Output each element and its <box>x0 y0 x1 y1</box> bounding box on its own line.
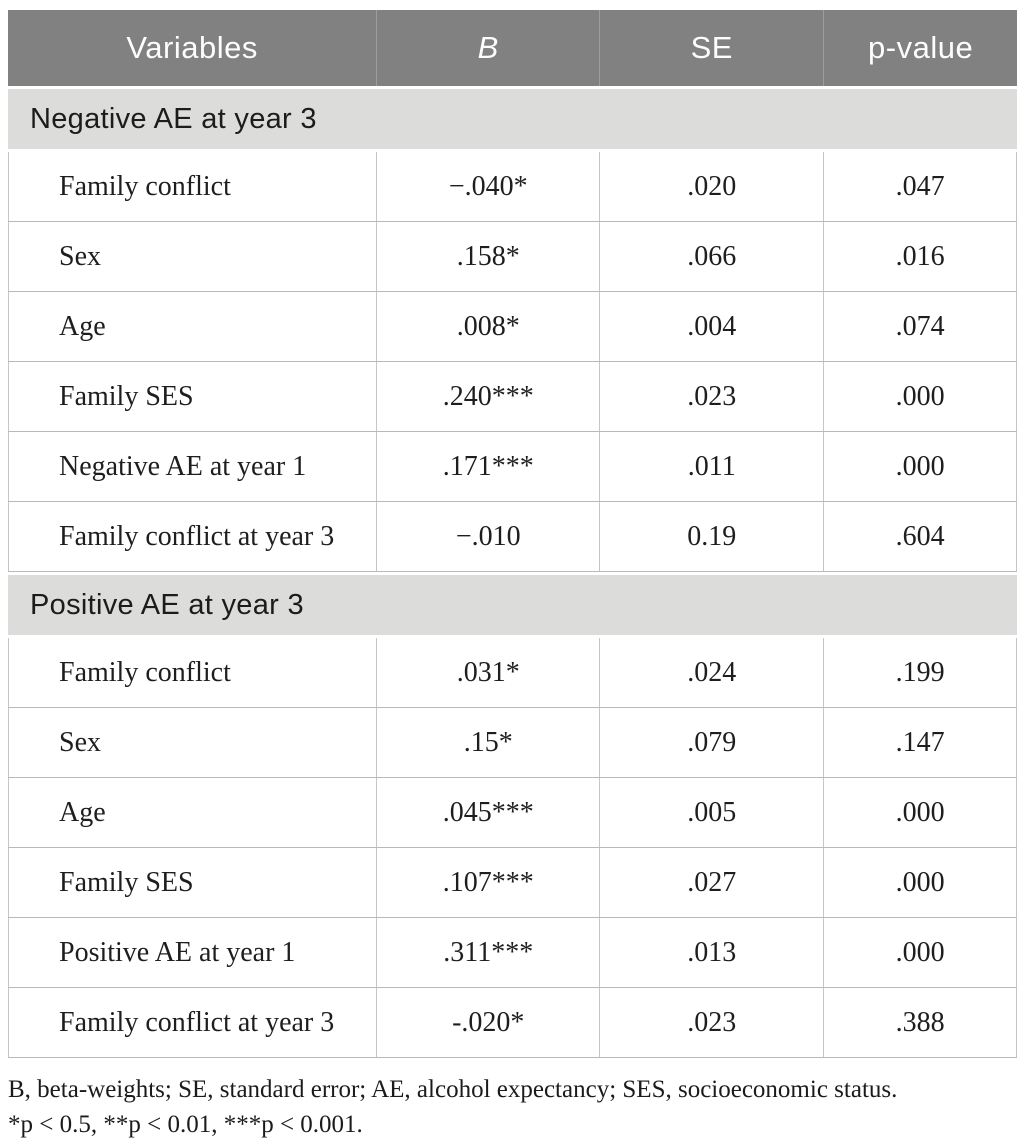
table-rows: Negative AE at year 3 Family conflict −.04… <box>8 89 1017 1058</box>
cell-se-value: .024 <box>599 638 823 707</box>
footnote-abbreviations: B, beta-weights; SE, standard error; AE,… <box>8 1076 898 1103</box>
cell-se-value: .023 <box>599 988 823 1057</box>
cell-variable: Sex <box>8 222 376 291</box>
cell-b-value: .240*** <box>376 362 599 431</box>
cell-b-value: −.010 <box>376 502 599 571</box>
cell-variable: Family conflict <box>8 638 376 707</box>
cell-variable: Negative AE at year 1 <box>8 432 376 501</box>
table-header-row: Variables B SE p-value <box>8 10 1017 86</box>
section-title: Negative AE at year 3 <box>30 102 317 135</box>
cell-variable: Sex <box>8 708 376 777</box>
cell-variable: Age <box>8 778 376 847</box>
cell-se-value: .013 <box>599 918 823 987</box>
cell-b-value: .045*** <box>376 778 599 847</box>
statistics-table: Variables B SE p-value Negative AE at ye… <box>8 10 1017 1058</box>
cell-p-value: .000 <box>823 918 1017 987</box>
cell-b-value: -.020* <box>376 988 599 1057</box>
cell-p-value: .000 <box>823 778 1017 847</box>
cell-b-value: .031* <box>376 638 599 707</box>
table-row: Family conflict −.040* .020.047 <box>8 152 1017 222</box>
cell-se-value: .023 <box>599 362 823 431</box>
table-row: Positive AE at year 1.311*** .013.000 <box>8 918 1017 988</box>
cell-b-value: .171*** <box>376 432 599 501</box>
table-row: Family SES .240*** .023.000 <box>8 362 1017 432</box>
cell-p-value: .016 <box>823 222 1017 291</box>
cell-p-value: .388 <box>823 988 1017 1057</box>
cell-b-value: .15* <box>376 708 599 777</box>
cell-variable: Family conflict at year 3 <box>8 988 376 1057</box>
cell-p-value: .047 <box>823 152 1017 221</box>
cell-b-value: .311*** <box>376 918 599 987</box>
cell-se-value: .020 <box>599 152 823 221</box>
table-row: Age .008* .004.074 <box>8 292 1017 362</box>
cell-b-value: .158* <box>376 222 599 291</box>
column-header-p-value: p-value <box>823 10 1017 86</box>
section-title: Positive AE at year 3 <box>30 588 304 621</box>
cell-se-value: 0.19 <box>599 502 823 571</box>
cell-p-value: .000 <box>823 848 1017 917</box>
cell-se-value: .079 <box>599 708 823 777</box>
table-row: Sex .158* .066.016 <box>8 222 1017 292</box>
cell-variable: Family SES <box>8 848 376 917</box>
cell-se-value: .066 <box>599 222 823 291</box>
cell-variable: Age <box>8 292 376 361</box>
section-header-row: Positive AE at year 3 <box>8 575 1017 635</box>
cell-se-value: .005 <box>599 778 823 847</box>
cell-b-value: −.040* <box>376 152 599 221</box>
column-header-b: B <box>376 10 599 86</box>
cell-variable: Family conflict at year 3 <box>8 502 376 571</box>
cell-se-value: .011 <box>599 432 823 501</box>
table-row: Negative AE at year 1.171*** .011.000 <box>8 432 1017 502</box>
cell-p-value: .000 <box>823 432 1017 501</box>
cell-b-value: .008* <box>376 292 599 361</box>
table-footnotes: B, beta-weights; SE, standard error; AE,… <box>8 1072 1018 1142</box>
section-header-row: Negative AE at year 3 <box>8 89 1017 149</box>
cell-se-value: .004 <box>599 292 823 361</box>
cell-b-value: .107*** <box>376 848 599 917</box>
cell-variable: Family conflict <box>8 152 376 221</box>
table-row: Family SES .107*** .027.000 <box>8 848 1017 918</box>
cell-p-value: .074 <box>823 292 1017 361</box>
cell-p-value: .604 <box>823 502 1017 571</box>
column-header-se: SE <box>599 10 823 86</box>
table-row: Family conflict at year 3 −.010 0.19.604 <box>8 502 1017 572</box>
footnote-significance: *p < 0.5, **p < 0.01, ***p < 0.001. <box>8 1111 363 1138</box>
cell-p-value: .199 <box>823 638 1017 707</box>
table-row: Sex .15* .079.147 <box>8 708 1017 778</box>
cell-variable: Family SES <box>8 362 376 431</box>
cell-p-value: .147 <box>823 708 1017 777</box>
table-row: Family conflict .031* .024.199 <box>8 638 1017 708</box>
cell-p-value: .000 <box>823 362 1017 431</box>
table-row: Age .045*** .005.000 <box>8 778 1017 848</box>
table-row: Family conflict at year 3 -.020* .023.388 <box>8 988 1017 1058</box>
cell-variable: Positive AE at year 1 <box>8 918 376 987</box>
column-header-variables: Variables <box>126 30 258 65</box>
cell-se-value: .027 <box>599 848 823 917</box>
